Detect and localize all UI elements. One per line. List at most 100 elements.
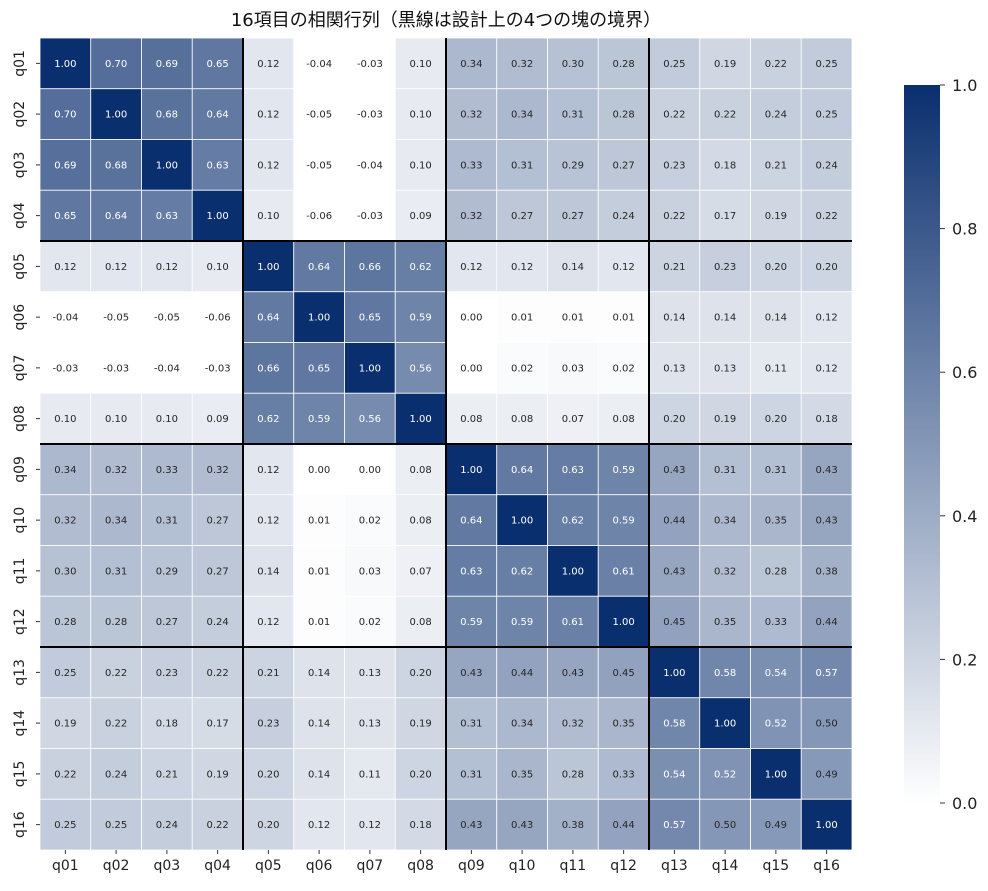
cell-value-label: -0.05 [103, 313, 129, 324]
cell-value-label: 0.12 [511, 262, 533, 273]
x-tick-label: q13 [661, 858, 688, 874]
heatmap-cell [344, 392, 396, 445]
cell-value-label: 0.29 [562, 160, 584, 171]
cell-value-label: 0.68 [105, 160, 127, 171]
cell-value-label: 0.43 [460, 820, 482, 831]
heatmap-cell [800, 291, 853, 343]
y-tick-label: q04 [12, 202, 28, 229]
cell-value-label: 0.08 [409, 465, 431, 476]
heatmap-cell [750, 240, 802, 293]
cell-value-label: 0.12 [815, 363, 837, 374]
cell-value-label: 0.32 [460, 110, 482, 121]
cell-value-label: 0.34 [54, 465, 76, 476]
x-tick-label: q10 [509, 858, 536, 874]
cell-value-label: 0.17 [714, 211, 736, 222]
cell-value-label: 0.24 [765, 110, 787, 121]
cell-value-label: 0.25 [54, 820, 76, 831]
heatmap-cell [39, 494, 92, 546]
heatmap-cell [699, 342, 751, 394]
heatmap-cell [293, 545, 345, 597]
heatmap-cell [597, 697, 650, 749]
cell-value-label: 0.23 [257, 719, 279, 730]
cell-value-label: 0.59 [612, 465, 634, 476]
heatmap-cell [90, 545, 142, 597]
cell-value-label: 0.50 [714, 820, 736, 831]
heatmap-cell [597, 342, 650, 394]
heatmap-cell [699, 392, 751, 445]
heatmap-cell [394, 139, 447, 191]
heatmap-cell [242, 240, 295, 293]
heatmap-cell [191, 494, 244, 546]
cell-value-label: 0.50 [815, 719, 837, 730]
cell-value-label: 0.12 [105, 262, 127, 273]
cell-value-label: 0.63 [460, 566, 482, 577]
cell-value-label: 0.21 [765, 160, 787, 171]
heatmap-cell [597, 88, 650, 140]
heatmap-cell [496, 798, 548, 851]
colorbar-tick-label: 1.0 [952, 76, 977, 95]
cell-value-label: 0.10 [257, 211, 279, 222]
y-tick-label: q14 [12, 710, 28, 737]
cell-value-label: 0.24 [206, 617, 228, 628]
cell-value-label: 0.43 [815, 465, 837, 476]
cell-value-label: 0.12 [257, 516, 279, 527]
cell-value-label: 0.01 [308, 516, 330, 527]
cell-value-label: 0.10 [206, 262, 228, 273]
cell-value-label: 0.13 [359, 719, 381, 730]
heatmap-cell [750, 443, 802, 496]
cell-value-label: 0.14 [765, 313, 787, 324]
cell-value-label: 0.33 [765, 617, 787, 628]
cell-value-label: -0.03 [103, 363, 129, 374]
heatmap-cell [547, 595, 599, 648]
cell-value-label: 0.45 [612, 668, 634, 679]
cell-value-label: 0.69 [54, 160, 76, 171]
cell-value-label: 0.08 [612, 414, 634, 425]
cell-value-label: 0.12 [815, 313, 837, 324]
cell-value-label: 0.22 [663, 211, 685, 222]
cell-value-label: 0.28 [54, 617, 76, 628]
heatmap-cell [242, 697, 295, 749]
heatmap-cell [344, 342, 396, 394]
cell-value-label: 0.12 [460, 262, 482, 273]
cell-value-label: 0.38 [562, 820, 584, 831]
y-tick-label: q13 [12, 659, 28, 686]
heatmap-cell [293, 748, 345, 800]
cell-value-label: 0.20 [765, 414, 787, 425]
heatmap-cell [800, 494, 853, 546]
heatmap-cell [699, 646, 751, 699]
y-tick-label: q09 [12, 456, 28, 483]
cell-value-label: 0.20 [257, 820, 279, 831]
heatmap-cell [750, 595, 802, 648]
y-tick-label: q15 [12, 761, 28, 788]
cell-value-label: 0.33 [460, 160, 482, 171]
heatmap-cell [242, 748, 295, 800]
heatmap-cell [597, 545, 650, 597]
cell-value-label: 0.44 [612, 820, 634, 831]
cell-value-label: 0.12 [612, 262, 634, 273]
cell-value-label: 0.12 [308, 820, 330, 831]
cell-value-label: 0.28 [612, 110, 634, 121]
cell-value-label: 0.66 [257, 363, 279, 374]
heatmap-cell [648, 240, 701, 293]
heatmap-cell [445, 342, 498, 394]
heatmap-cell [90, 342, 142, 394]
heatmap-cell [699, 697, 751, 749]
cell-value-label: 0.35 [714, 617, 736, 628]
cell-value-label: 0.61 [562, 617, 584, 628]
cell-value-label: 0.12 [257, 465, 279, 476]
heatmap-cell [800, 595, 853, 648]
heatmap-cell [800, 748, 853, 800]
colorbar-tick-label: 0.0 [952, 794, 977, 813]
heatmap-cell [800, 798, 853, 851]
heatmap-cell [90, 88, 142, 140]
heatmap-cell [394, 494, 447, 546]
heatmap-cell [39, 392, 92, 445]
colorbar-ticks: 0.0 0.2 0.4 0.6 0.8 1.0 [940, 76, 977, 813]
cell-value-label: 0.08 [409, 617, 431, 628]
cell-value-label: 0.27 [511, 211, 533, 222]
cell-value-label: 0.31 [714, 465, 736, 476]
cell-value-label: -0.03 [357, 110, 383, 121]
cell-value-label: 0.64 [460, 516, 482, 527]
cell-value-label: 0.12 [257, 617, 279, 628]
cell-value-label: 0.14 [308, 769, 330, 780]
